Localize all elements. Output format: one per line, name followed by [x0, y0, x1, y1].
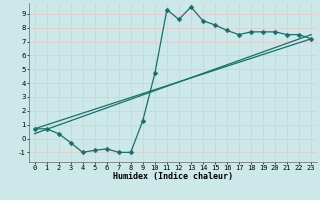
X-axis label: Humidex (Indice chaleur): Humidex (Indice chaleur) — [113, 172, 233, 181]
